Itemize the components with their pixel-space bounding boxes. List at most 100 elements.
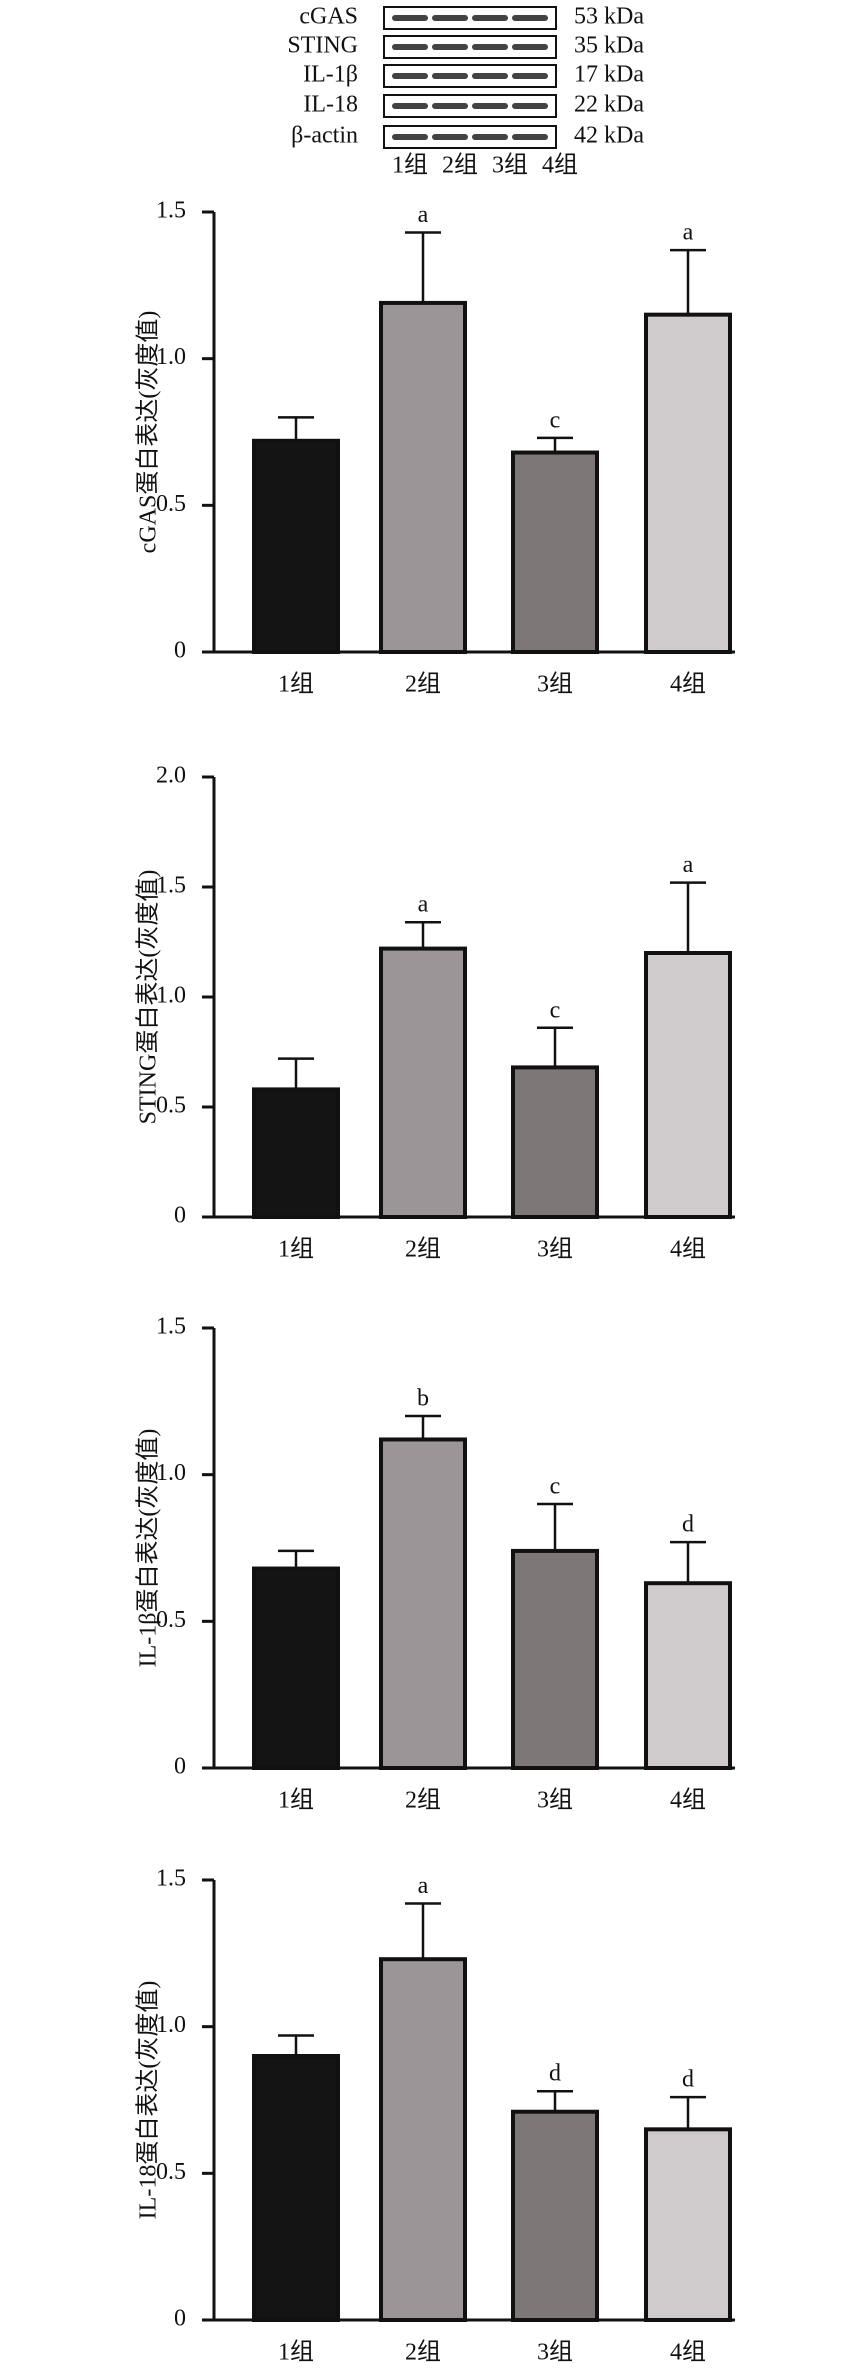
blot-size: 53 kDa (574, 4, 644, 30)
x-tick-label: 4组 (670, 1787, 706, 1814)
x-tick-label: 4组 (670, 671, 706, 698)
x-tick-label: 1组 (278, 2339, 314, 2366)
significance-label: d (682, 2067, 694, 2093)
lane-label: 3组 (492, 152, 528, 179)
y-tick-label: 0 (174, 2306, 186, 2332)
significance-label: d (549, 2061, 561, 2087)
blot-band (472, 103, 508, 109)
y-tick-label: 1.0 (156, 983, 186, 1009)
bar (644, 1581, 732, 1770)
x-tick-label: 3组 (537, 1787, 573, 1814)
blot-band (432, 73, 468, 79)
y-tick-label: 1.5 (156, 1866, 186, 1892)
y-tick-label: 0 (174, 1203, 186, 1229)
significance-label: c (550, 997, 561, 1023)
significance-label: c (550, 1474, 561, 1500)
significance-label: a (418, 892, 429, 918)
blot-band (472, 134, 508, 140)
blot-band (392, 73, 428, 79)
bar (252, 1566, 340, 1770)
x-tick-label: 3组 (537, 1236, 573, 1263)
x-tick-label: 2组 (405, 1787, 441, 1814)
x-tick-label: 2组 (405, 1236, 441, 1263)
y-axis-label: STING蛋白表达(灰度值) (135, 870, 162, 1125)
blot-band (392, 103, 428, 109)
blot-size: 17 kDa (574, 62, 644, 88)
y-tick-label: 1.5 (156, 873, 186, 899)
blot-band (512, 44, 548, 50)
blot-band (512, 103, 548, 109)
y-axis-label: cGAS蛋白表达(灰度值) (135, 311, 162, 554)
y-tick-label: 0.5 (156, 1093, 186, 1119)
blot-frame (383, 6, 557, 30)
bar (379, 300, 467, 654)
lane-label: 1组 (392, 152, 428, 179)
significance-label: a (418, 1873, 429, 1899)
significance-label: a (683, 220, 694, 246)
bar (511, 1065, 599, 1220)
blot-label: STING (287, 33, 358, 59)
blot-band (432, 44, 468, 50)
blot-frame (383, 125, 557, 149)
y-tick-label: 1.0 (156, 2012, 186, 2038)
blot-frame (383, 94, 557, 118)
bar (644, 951, 732, 1219)
blot-label: IL-18 (303, 92, 358, 118)
blot-band (472, 73, 508, 79)
blot-label: IL-1β (303, 62, 358, 88)
blot-band (392, 44, 428, 50)
x-tick-label: 4组 (670, 2339, 706, 2366)
bar (252, 1087, 340, 1220)
lane-label: 2组 (442, 152, 478, 179)
y-axis-label: IL-1β蛋白表达(灰度值) (135, 1429, 162, 1668)
bar (511, 2109, 599, 2323)
significance-label: a (418, 202, 429, 228)
y-tick-label: 1.0 (156, 344, 186, 370)
y-tick-label: 2.0 (156, 763, 186, 789)
x-tick-label: 3组 (537, 671, 573, 698)
blot-band (472, 44, 508, 50)
significance-label: b (417, 1386, 429, 1412)
blot-size: 22 kDa (574, 92, 644, 118)
blot-band (472, 15, 508, 21)
blot-band (432, 134, 468, 140)
y-tick-label: 0.5 (156, 1607, 186, 1633)
y-tick-label: 1.5 (156, 198, 186, 224)
bar (252, 2054, 340, 2322)
blot-band (512, 15, 548, 21)
blot-frame (383, 35, 557, 59)
y-tick-label: 0 (174, 638, 186, 664)
blot-size: 35 kDa (574, 33, 644, 59)
y-tick-label: 0.5 (156, 2159, 186, 2185)
x-tick-label: 4组 (670, 1236, 706, 1263)
blot-band (432, 103, 468, 109)
y-axis-label: IL-18蛋白表达(灰度值) (135, 1981, 162, 2220)
x-tick-label: 2组 (405, 2339, 441, 2366)
x-tick-label: 1组 (278, 1236, 314, 1263)
lane-label: 4组 (542, 152, 578, 179)
blot-band (512, 73, 548, 79)
x-tick-label: 2组 (405, 671, 441, 698)
significance-label: a (683, 852, 694, 878)
bar (511, 1548, 599, 1771)
x-tick-label: 1组 (278, 671, 314, 698)
bar (644, 2127, 732, 2322)
significance-label: d (682, 1512, 694, 1538)
bar (379, 946, 467, 1219)
x-tick-label: 1组 (278, 1787, 314, 1814)
bar (511, 450, 599, 654)
y-tick-label: 1.0 (156, 1460, 186, 1486)
blot-frame (383, 64, 557, 88)
bar (644, 312, 732, 654)
bar (379, 1957, 467, 2322)
y-tick-label: 0 (174, 1754, 186, 1780)
blot-band (392, 134, 428, 140)
blot-band (432, 15, 468, 21)
bar (379, 1437, 467, 1770)
blot-size: 42 kDa (574, 123, 644, 149)
blot-label: β-actin (291, 123, 358, 149)
significance-label: c (550, 407, 561, 433)
y-tick-label: 1.5 (156, 1314, 186, 1340)
x-tick-label: 3组 (537, 2339, 573, 2366)
